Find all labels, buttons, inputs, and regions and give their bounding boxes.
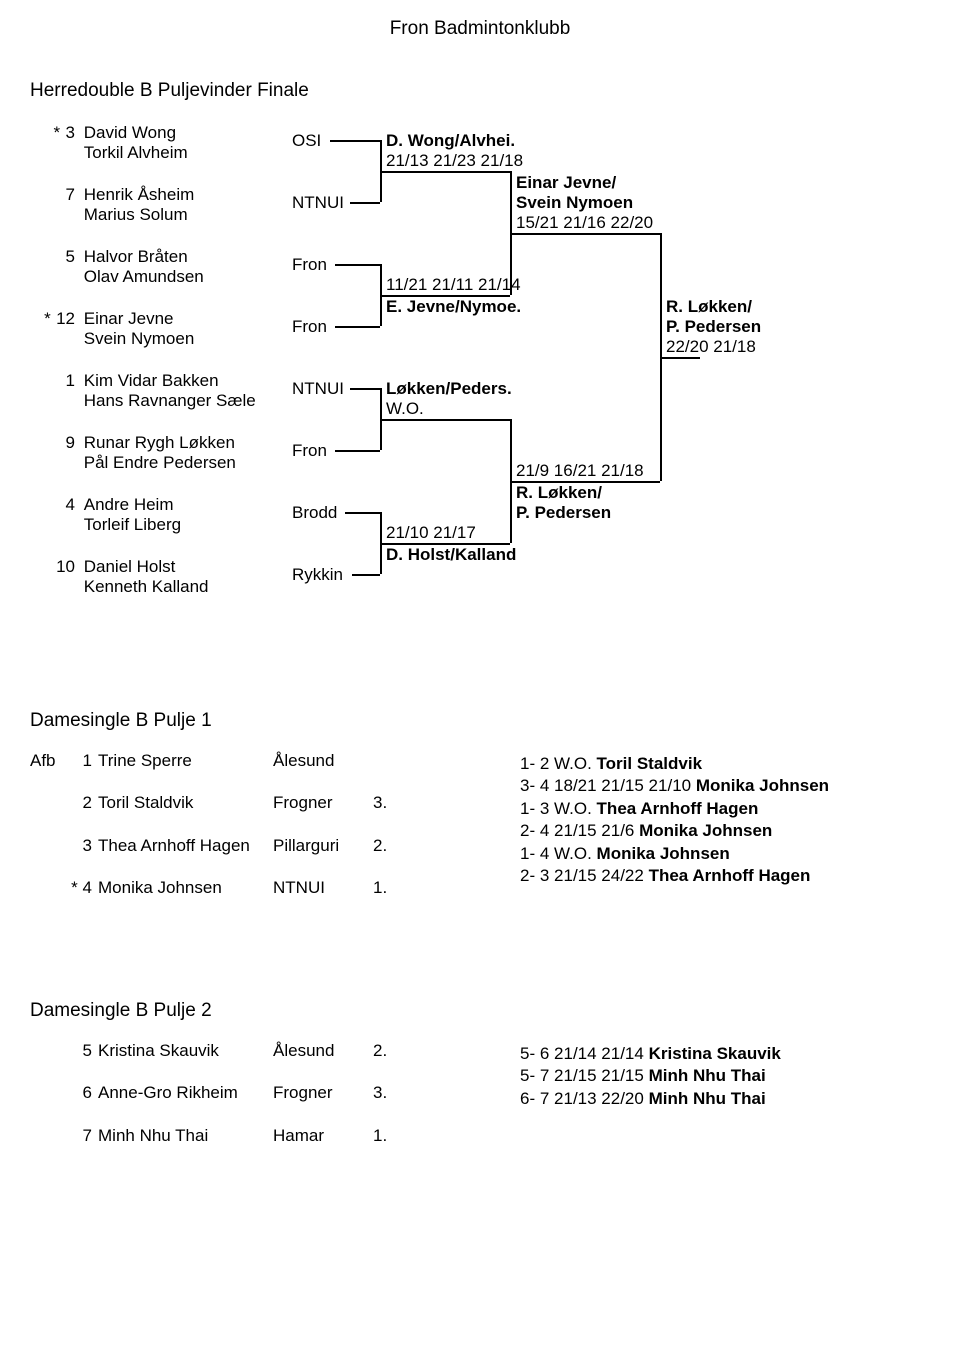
r2-score: 21/10 21/17: [386, 523, 476, 543]
r2-score: 11/21 21/11 21/14: [386, 275, 521, 295]
entrant: 1 Kim Vidar BakkenHans Ravnanger Sæle: [30, 371, 290, 412]
pool2-results: 5- 6 21/14 21/14 Kristina Skauvik 5- 7 2…: [520, 1044, 781, 1111]
final-score: 22/20 21/18: [666, 337, 756, 357]
pool2-section: Damesingle B Pulje 2 5 Kristina Skauvik …: [30, 1000, 930, 1168]
entrant: 4 Andre HeimTorleif Liberg: [30, 495, 290, 536]
entrant: 9 Runar Rygh LøkkenPål Endre Pedersen: [30, 433, 290, 474]
pool1-title: Damesingle B Pulje 1: [30, 710, 930, 733]
pool-row: 5 Kristina Skauvik Ålesund 2.: [30, 1041, 930, 1061]
r2-winner: D. Holst/Kalland: [386, 545, 516, 565]
r3-winner: P. Pedersen: [516, 503, 611, 523]
entrant: 10 Daniel HolstKenneth Kalland: [30, 557, 290, 598]
entrant: *12 Einar JevneSvein Nymoen: [30, 309, 290, 350]
entrant: *3 David WongTorkil Alvheim: [30, 123, 290, 164]
r2-winner: E. Jevne/Nymoe.: [386, 297, 521, 317]
page: Fron Badmintonklubb Herredouble B Puljev…: [0, 0, 960, 1348]
r2-winner: Løkken/Peders.: [386, 379, 512, 399]
pool-row: 6 Anne-Gro Rikheim Frogner 3.: [30, 1083, 930, 1103]
pool2-rows: 5 Kristina Skauvik Ålesund 2. 6 Anne-Gro…: [30, 1041, 930, 1146]
entrant: 7 Henrik ÅsheimMarius Solum: [30, 185, 290, 226]
pool1-section: Damesingle B Pulje 1 Afb 1 Trine Sperre …: [30, 710, 930, 920]
pool-row: 7 Minh Nhu Thai Hamar 1.: [30, 1126, 930, 1146]
final-winner: P. Pedersen: [666, 317, 761, 337]
r3-score: 15/21 21/16 22/20: [516, 213, 653, 233]
pool1-results: 1- 2 W.O. Toril Staldvik 3- 4 18/21 21/1…: [520, 754, 829, 888]
r3-winner: Einar Jevne/: [516, 173, 616, 193]
bracket-area: *3 David WongTorkil Alvheim 7 Henrik Åsh…: [30, 123, 930, 633]
final-winner: R. Løkken/: [666, 297, 752, 317]
r2-score: W.O.: [386, 399, 424, 419]
r2-score: 21/13 21/23 21/18: [386, 151, 523, 171]
r3-score: 21/9 16/21 21/18: [516, 461, 644, 481]
page-header: Fron Badmintonklubb: [0, 18, 960, 41]
entrant: 5 Halvor BråtenOlav Amundsen: [30, 247, 290, 288]
r3-winner: R. Løkken/: [516, 483, 602, 503]
bracket-title: Herredouble B Puljevinder Finale: [30, 80, 930, 103]
pool2-title: Damesingle B Pulje 2: [30, 1000, 930, 1023]
r3-winner: Svein Nymoen: [516, 193, 633, 213]
r2-winner: D. Wong/Alvhei.: [386, 131, 515, 151]
